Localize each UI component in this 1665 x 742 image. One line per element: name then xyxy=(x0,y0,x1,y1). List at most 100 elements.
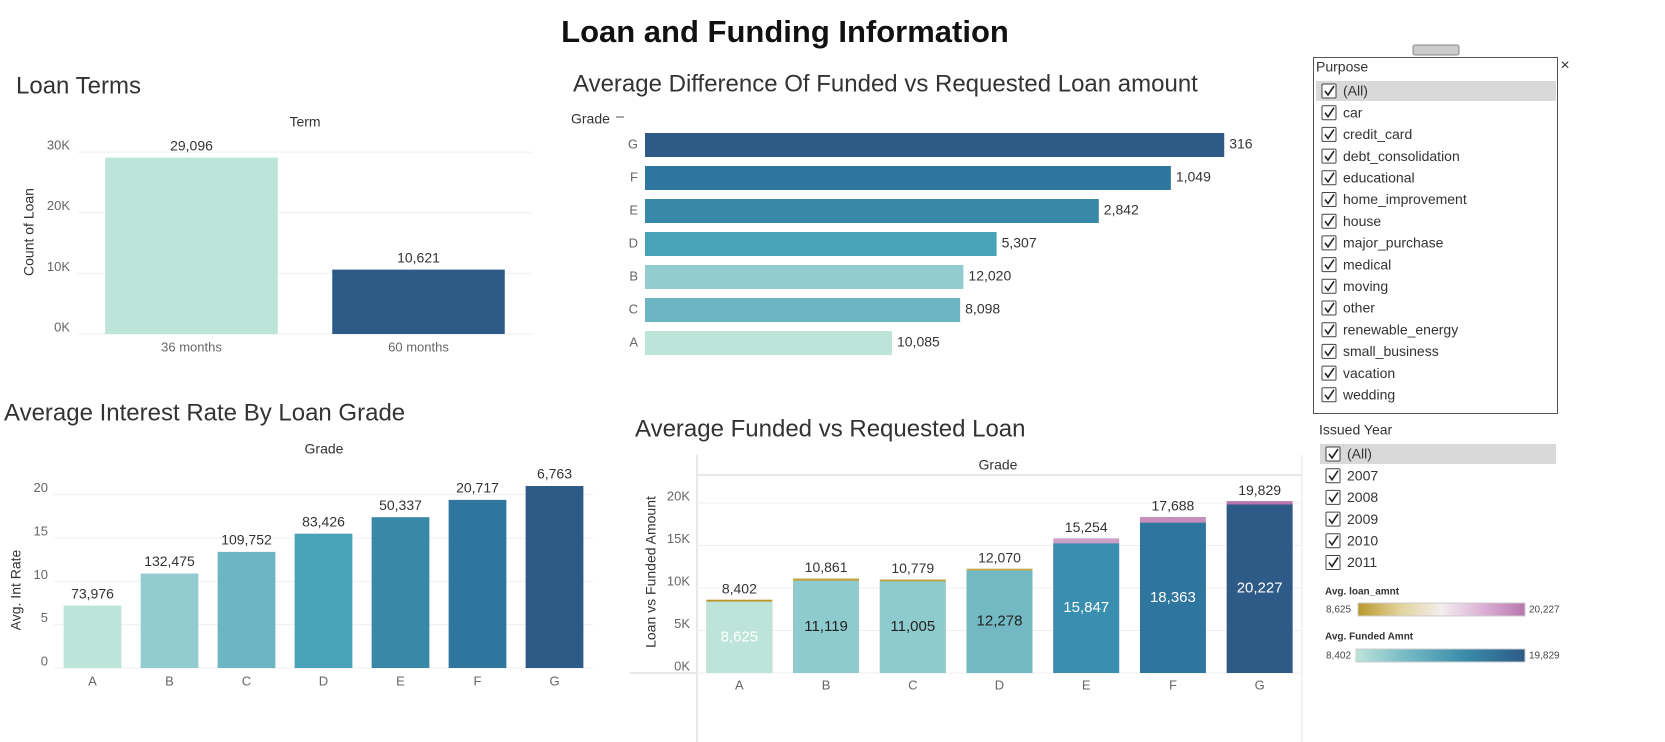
y-axis-label: Avg. Int Rate xyxy=(8,549,24,630)
filter-label: car xyxy=(1343,104,1363,120)
y-tick-label: D xyxy=(629,235,638,250)
check-mark xyxy=(1324,85,1335,97)
x-tick-label: E xyxy=(1082,677,1091,692)
filter-item[interactable]: wedding xyxy=(1321,387,1395,403)
filter-item[interactable]: 2011 xyxy=(1325,554,1377,570)
check-mark xyxy=(1324,389,1335,401)
bar xyxy=(645,133,1225,157)
y-tick-label: 30K xyxy=(47,138,70,153)
filter-item[interactable]: medical xyxy=(1321,256,1391,272)
y-tick-label: 15K xyxy=(667,531,690,546)
data-label: 11,119 xyxy=(804,618,848,635)
filter-label: 2008 xyxy=(1347,489,1378,505)
filter-item[interactable]: 2009 xyxy=(1325,511,1378,527)
filter-label: credit_card xyxy=(1343,126,1412,142)
filter-item[interactable]: major_purchase xyxy=(1321,235,1444,251)
data-label: 18,363 xyxy=(1150,589,1196,606)
data-label: 73,976 xyxy=(71,585,114,601)
x-tick-label: C xyxy=(908,677,917,692)
filter-label: home_improvement xyxy=(1343,191,1467,207)
bar xyxy=(645,232,997,256)
check-mark xyxy=(1328,557,1339,568)
chart-title: Loan Terms xyxy=(16,72,141,99)
check-mark xyxy=(1324,324,1335,336)
data-label: 132,475 xyxy=(144,553,195,569)
data-label: 8,098 xyxy=(965,301,1000,317)
x-tick-label: F xyxy=(474,673,482,688)
filter-item[interactable]: debt_consolidation xyxy=(1321,148,1460,164)
filter-title: Issued Year xyxy=(1319,422,1393,438)
filter-item[interactable]: 2007 xyxy=(1325,467,1378,483)
data-label: 5,307 xyxy=(1002,235,1037,251)
check-mark xyxy=(1328,535,1339,547)
filter-item[interactable]: moving xyxy=(1321,278,1388,294)
bar xyxy=(1139,522,1206,673)
filter-label: debt_consolidation xyxy=(1343,148,1460,164)
y-axis-label: Count of Loan xyxy=(21,188,37,276)
data-label: 6,763 xyxy=(537,466,572,482)
filter-item[interactable]: 2008 xyxy=(1325,489,1378,505)
check-mark xyxy=(1328,513,1339,525)
filter-item[interactable]: educational xyxy=(1321,170,1415,186)
y-tick-label: G xyxy=(628,136,638,151)
filter-item[interactable]: (All) xyxy=(1320,444,1556,464)
filter-item[interactable]: house xyxy=(1321,213,1381,229)
data-label: 11,005 xyxy=(890,618,935,635)
check-mark xyxy=(1328,470,1339,482)
y-tick-label: 20K xyxy=(47,198,70,213)
data-label: 109,752 xyxy=(221,532,272,548)
data-label: 20,227 xyxy=(1237,580,1283,597)
filter-label: medical xyxy=(1343,256,1391,272)
y-tick-label: F xyxy=(630,169,638,184)
axis-header: Grade xyxy=(305,441,344,457)
check-mark xyxy=(1328,448,1339,460)
data-label: 12,278 xyxy=(977,613,1023,630)
y-tick-label: C xyxy=(629,301,638,316)
check-mark xyxy=(1324,194,1335,205)
filter-label: small_business xyxy=(1343,343,1439,359)
filter-item[interactable]: car xyxy=(1321,104,1363,120)
data-label: 19,829 xyxy=(1238,482,1281,498)
x-tick-label: 36 months xyxy=(161,339,222,354)
y-tick-label: 15 xyxy=(34,523,48,538)
check-mark xyxy=(1324,150,1335,162)
legend-ramp xyxy=(1357,602,1526,617)
x-tick-label: A xyxy=(88,673,97,688)
check-mark xyxy=(1324,172,1335,184)
x-tick-label: D xyxy=(995,677,1004,692)
data-label: 20,717 xyxy=(456,480,499,496)
y-tick-label: 10K xyxy=(47,259,70,274)
close-button[interactable]: × xyxy=(1560,57,1569,74)
filter-item[interactable]: other xyxy=(1321,300,1375,316)
y-tick-label: B xyxy=(629,268,638,283)
filter-title: Purpose xyxy=(1316,59,1368,75)
drag-handle[interactable] xyxy=(1412,44,1460,56)
filter-item[interactable]: renewable_energy xyxy=(1321,321,1458,337)
check-mark xyxy=(1324,259,1335,270)
filter-item[interactable]: 2010 xyxy=(1325,533,1378,549)
data-label: 12,020 xyxy=(968,268,1011,284)
axis-header: Term xyxy=(289,114,320,130)
legend-max: 20,227 xyxy=(1529,605,1560,616)
check-mark xyxy=(1324,302,1335,314)
filter-item[interactable]: (All) xyxy=(1316,81,1556,101)
filter-item[interactable]: home_improvement xyxy=(1321,191,1467,207)
data-label: 2,842 xyxy=(1104,202,1139,218)
x-tick-label: B xyxy=(165,673,174,688)
data-label: 17,688 xyxy=(1152,498,1195,514)
y-tick-label: 10 xyxy=(34,567,48,582)
filter-label: renewable_energy xyxy=(1343,321,1458,337)
filter-label: moving xyxy=(1343,278,1388,294)
filter-item[interactable]: small_business xyxy=(1321,343,1439,359)
legend-max: 19,829 xyxy=(1529,651,1560,662)
bar xyxy=(63,605,122,668)
y-tick-label: 5 xyxy=(41,610,48,625)
y-tick-label: 20K xyxy=(667,488,690,503)
data-label: 10,779 xyxy=(891,560,934,576)
filter-item[interactable]: vacation xyxy=(1321,365,1395,381)
filter-label: (All) xyxy=(1343,83,1368,99)
y-tick-label: A xyxy=(629,334,638,349)
y-tick-label: 0 xyxy=(41,653,48,668)
filter-label: 2010 xyxy=(1347,533,1378,549)
filter-item[interactable]: credit_card xyxy=(1321,126,1412,142)
